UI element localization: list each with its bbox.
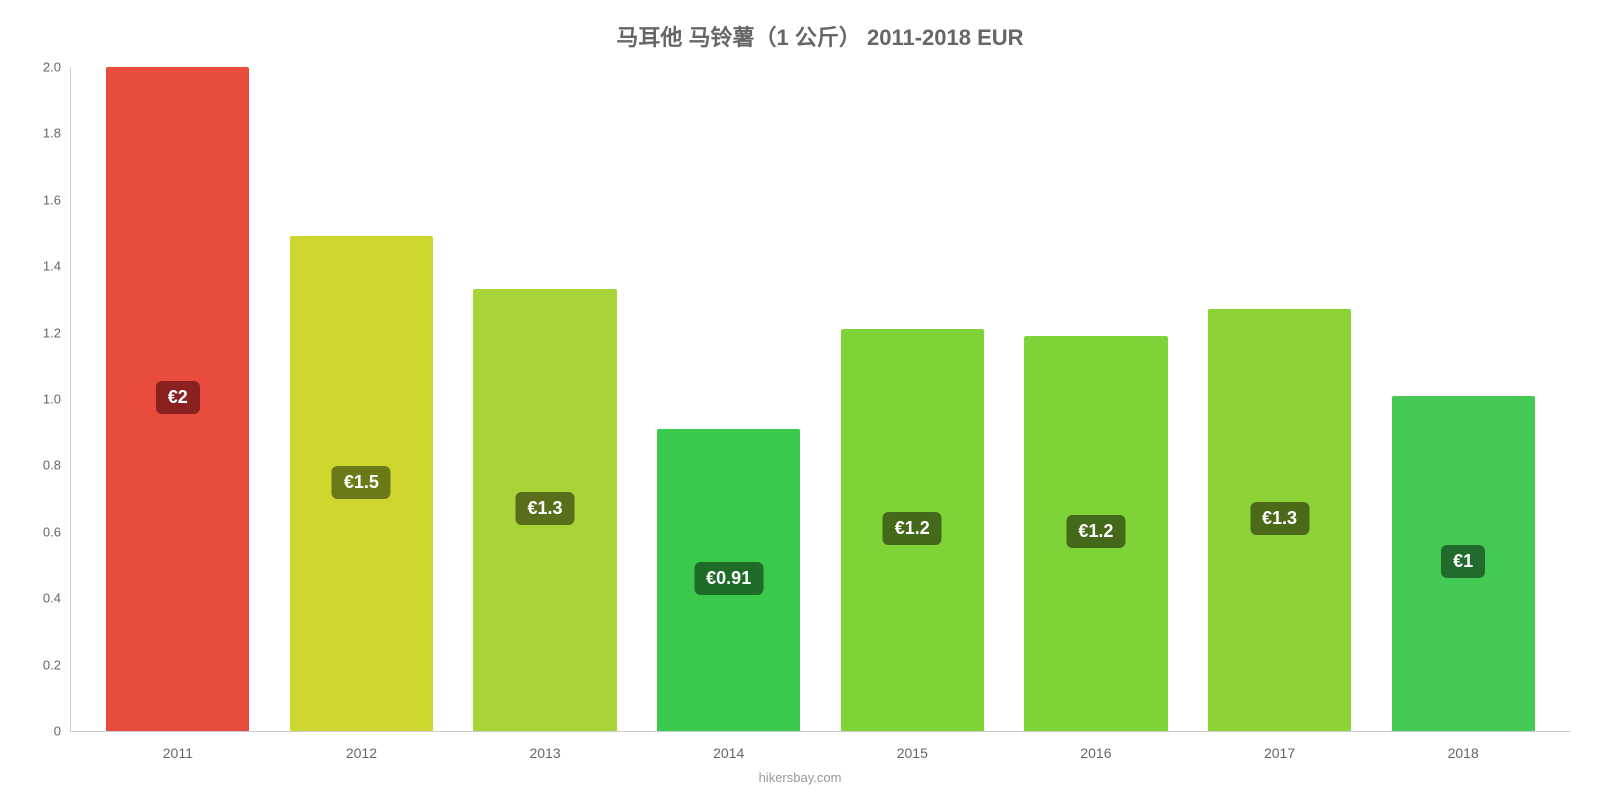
bar-value-label: €1.2 [883,512,942,545]
bar-value-label: €1.3 [1250,502,1309,535]
bar-group: €2 [86,67,270,731]
bar-value-label: €1.2 [1066,515,1125,548]
bar-group: €0.91 [637,67,821,731]
bar-group: €1.2 [821,67,1005,731]
bar-group: €1.5 [270,67,454,731]
bar[interactable]: €1.2 [841,329,984,731]
y-tick-label: 1.4 [43,259,61,274]
bar-group: €1 [1371,67,1555,731]
bar[interactable]: €2 [106,67,249,731]
bar[interactable]: €0.91 [657,429,800,731]
x-tick-label: 2012 [270,745,454,761]
bar[interactable]: €1.3 [473,289,616,731]
bar-value-label: €1.3 [516,492,575,525]
bar-value-label: €1.5 [332,466,391,499]
x-axis: 20112012201320142015201620172018 [71,745,1570,761]
bars-container: €2 €1.5 €1.3 €0.91 €1.2 €1.2 €1.3 €1 [71,67,1570,731]
y-tick-label: 0.4 [43,591,61,606]
bar-value-label: €1 [1441,545,1485,578]
y-tick-label: 1.6 [43,192,61,207]
x-tick-label: 2011 [86,745,270,761]
y-tick-label: 0.6 [43,524,61,539]
attribution-text: hikersbay.com [759,770,842,785]
x-tick-label: 2015 [821,745,1005,761]
y-tick-label: 0.2 [43,657,61,672]
x-tick-label: 2013 [453,745,637,761]
x-tick-label: 2018 [1371,745,1555,761]
y-axis: 00.20.40.60.81.01.21.41.61.82.0 [21,67,66,731]
bar-group: €1.3 [453,67,637,731]
y-tick-label: 1.0 [43,392,61,407]
plot-area: 00.20.40.60.81.01.21.41.61.82.0 €2€1.5€1… [70,67,1570,732]
y-tick-label: 1.2 [43,325,61,340]
y-tick-label: 1.8 [43,126,61,141]
x-tick-label: 2016 [1004,745,1188,761]
bar[interactable]: €1 [1392,396,1535,731]
bar-value-label: €2 [156,381,200,414]
y-tick-label: 0 [54,724,61,739]
bar[interactable]: €1.2 [1024,336,1167,731]
chart-title: 马耳他 马铃薯（1 公斤） 2011-2018 EUR [70,20,1570,52]
y-tick-label: 0.8 [43,458,61,473]
x-tick-label: 2017 [1188,745,1372,761]
bar-group: €1.3 [1188,67,1372,731]
bar[interactable]: €1.5 [290,236,433,731]
bar-group: €1.2 [1004,67,1188,731]
chart-container: 马耳他 马铃薯（1 公斤） 2011-2018 EUR 00.20.40.60.… [70,20,1570,760]
x-tick-label: 2014 [637,745,821,761]
bar[interactable]: €1.3 [1208,309,1351,731]
bar-value-label: €0.91 [694,562,763,595]
y-tick-label: 2.0 [43,60,61,75]
